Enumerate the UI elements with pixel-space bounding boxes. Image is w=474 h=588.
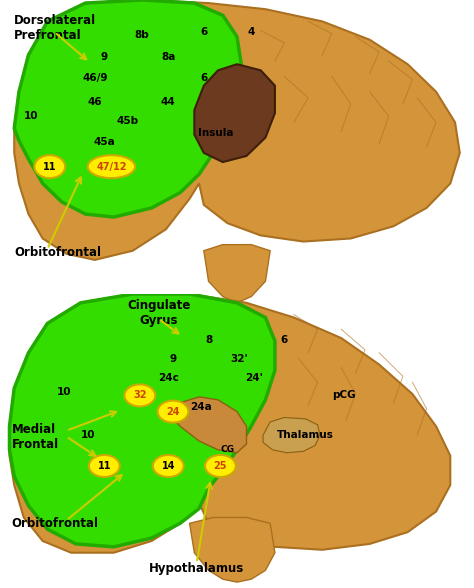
Text: 45b: 45b <box>117 116 139 126</box>
Text: pCG: pCG <box>332 390 356 400</box>
Text: 24': 24' <box>245 373 263 383</box>
Polygon shape <box>190 517 275 582</box>
Text: Hypothalamus: Hypothalamus <box>149 562 244 576</box>
Text: Medial
Frontal: Medial Frontal <box>12 423 59 450</box>
Text: 24: 24 <box>166 406 180 417</box>
Text: 46: 46 <box>88 98 102 108</box>
Polygon shape <box>204 245 270 303</box>
Text: 24a: 24a <box>191 402 212 412</box>
Ellipse shape <box>157 400 188 423</box>
Text: 8: 8 <box>205 335 212 345</box>
Text: 45a: 45a <box>93 137 115 147</box>
Polygon shape <box>14 0 460 260</box>
Text: Orbitofrontal: Orbitofrontal <box>12 517 99 530</box>
Text: 10: 10 <box>24 111 38 121</box>
Text: 25: 25 <box>214 461 227 471</box>
Ellipse shape <box>153 455 183 477</box>
Text: 11: 11 <box>43 162 56 172</box>
Polygon shape <box>194 64 275 162</box>
Text: Insula: Insula <box>198 128 233 138</box>
Ellipse shape <box>34 155 65 178</box>
Text: Thalamus: Thalamus <box>277 430 334 440</box>
Text: Dorsolateral
Prefrontal: Dorsolateral Prefrontal <box>14 14 96 42</box>
Text: Orbitofrontal: Orbitofrontal <box>14 246 101 259</box>
Text: 9: 9 <box>100 52 108 62</box>
Text: 32': 32' <box>230 353 248 364</box>
Text: 10: 10 <box>81 430 95 440</box>
Text: 14: 14 <box>162 461 175 471</box>
Ellipse shape <box>89 455 119 477</box>
Ellipse shape <box>124 385 155 406</box>
Text: 47/12: 47/12 <box>96 162 127 172</box>
Ellipse shape <box>205 455 236 477</box>
Text: 32: 32 <box>133 390 146 400</box>
Polygon shape <box>9 294 450 553</box>
Text: 6: 6 <box>200 27 208 37</box>
Text: 46/9: 46/9 <box>82 73 108 83</box>
Text: Cingulate
Gyrus: Cingulate Gyrus <box>127 299 191 327</box>
Text: 11: 11 <box>98 461 111 471</box>
Text: 24c: 24c <box>158 373 179 383</box>
Text: 8a: 8a <box>161 52 175 62</box>
Text: 4: 4 <box>247 27 255 37</box>
Text: 8b: 8b <box>135 30 150 40</box>
Text: 44: 44 <box>161 98 176 108</box>
Text: CG: CG <box>220 445 235 455</box>
Polygon shape <box>14 0 242 217</box>
Text: 6: 6 <box>200 73 208 83</box>
Polygon shape <box>9 294 275 547</box>
Text: 6: 6 <box>281 335 288 345</box>
Ellipse shape <box>88 155 135 178</box>
Polygon shape <box>263 417 320 453</box>
Text: 10: 10 <box>57 387 71 397</box>
Text: 9: 9 <box>169 353 177 364</box>
Polygon shape <box>166 397 246 453</box>
